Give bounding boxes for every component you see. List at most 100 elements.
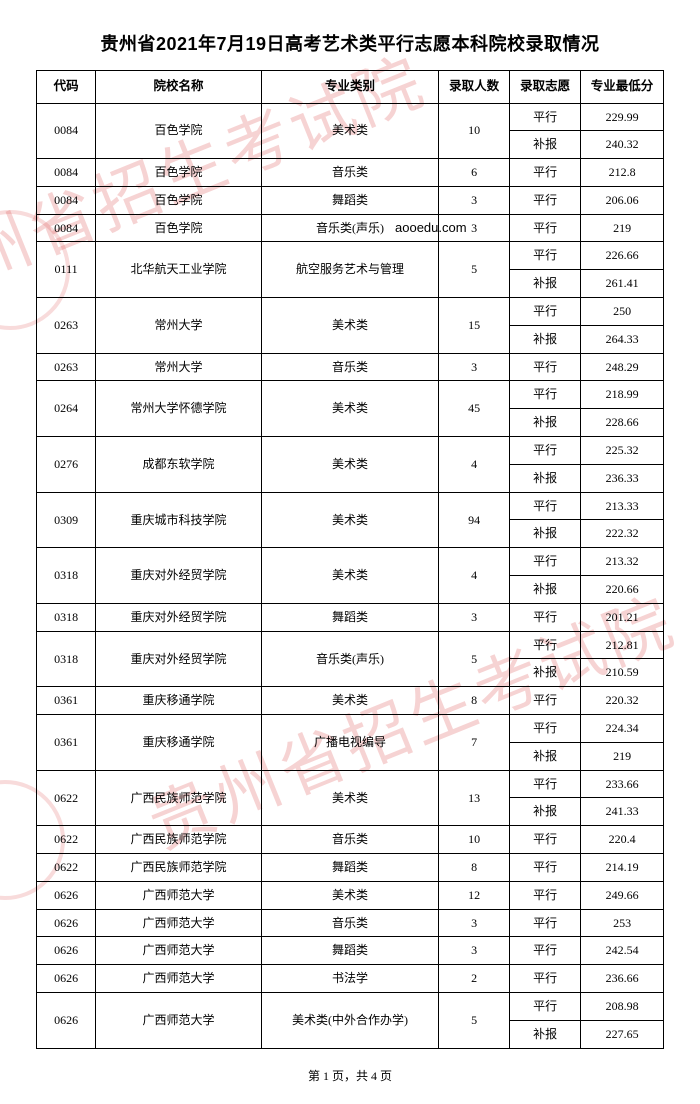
cell-score: 222.32 xyxy=(581,520,664,548)
cell-score: 240.32 xyxy=(581,131,664,159)
cell-school: 常州大学 xyxy=(96,353,262,381)
cell-school: 百色学院 xyxy=(96,186,262,214)
cell-major: 音乐类 xyxy=(261,909,438,937)
cell-major: 美术类(中外合作办学) xyxy=(261,993,438,1049)
cell-wish: 平行 xyxy=(510,937,581,965)
cell-major: 美术类 xyxy=(261,492,438,548)
cell-major: 美术类 xyxy=(261,687,438,715)
cell-code: 0276 xyxy=(37,437,96,493)
cell-score: 224.34 xyxy=(581,715,664,743)
cell-score: 229.99 xyxy=(581,103,664,131)
cell-school: 百色学院 xyxy=(96,214,262,242)
cell-count: 2 xyxy=(439,965,510,993)
cell-score: 214.19 xyxy=(581,854,664,882)
cell-wish: 平行 xyxy=(510,993,581,1021)
cell-wish: 平行 xyxy=(510,548,581,576)
table-body: 0084百色学院美术类10平行229.99补报240.320084百色学院音乐类… xyxy=(37,103,664,1048)
cell-count: 3 xyxy=(439,353,510,381)
cell-code: 0318 xyxy=(37,548,96,604)
cell-wish: 平行 xyxy=(510,881,581,909)
table-row: 0626广西师范大学音乐类3平行253 xyxy=(37,909,664,937)
cell-wish: 平行 xyxy=(510,770,581,798)
cell-wish: 平行 xyxy=(510,159,581,187)
table-row: 0263常州大学美术类15平行250 xyxy=(37,298,664,326)
cell-wish: 平行 xyxy=(510,631,581,659)
page-title: 贵州省2021年7月19日高考艺术类平行志愿本科院校录取情况 xyxy=(36,30,664,56)
cell-score: 210.59 xyxy=(581,659,664,687)
cell-major: 美术类 xyxy=(261,770,438,826)
cell-count: 13 xyxy=(439,770,510,826)
cell-count: 3 xyxy=(439,937,510,965)
cell-score: 218.99 xyxy=(581,381,664,409)
cell-major: 音乐类 xyxy=(261,826,438,854)
table-row: 0626广西师范大学美术类12平行249.66 xyxy=(37,881,664,909)
table-row: 0622广西民族师范学院美术类13平行233.66 xyxy=(37,770,664,798)
cell-wish: 平行 xyxy=(510,242,581,270)
cell-wish: 平行 xyxy=(510,492,581,520)
cell-wish: 平行 xyxy=(510,603,581,631)
cell-wish: 补报 xyxy=(510,742,581,770)
cell-score: 241.33 xyxy=(581,798,664,826)
cell-count: 5 xyxy=(439,631,510,687)
cell-school: 百色学院 xyxy=(96,159,262,187)
cell-score: 212.81 xyxy=(581,631,664,659)
cell-count: 10 xyxy=(439,826,510,854)
cell-school: 常州大学 xyxy=(96,298,262,354)
cell-score: 228.66 xyxy=(581,409,664,437)
cell-school: 广西民族师范学院 xyxy=(96,826,262,854)
table-row: 0084百色学院音乐类(声乐)3平行219 xyxy=(37,214,664,242)
cell-score: 212.8 xyxy=(581,159,664,187)
cell-wish: 平行 xyxy=(510,298,581,326)
cell-count: 4 xyxy=(439,437,510,493)
cell-code: 0084 xyxy=(37,214,96,242)
cell-major: 音乐类 xyxy=(261,159,438,187)
table-row: 0361重庆移通学院美术类8平行220.32 xyxy=(37,687,664,715)
cell-score: 220.32 xyxy=(581,687,664,715)
cell-code: 0263 xyxy=(37,298,96,354)
cell-score: 248.29 xyxy=(581,353,664,381)
cell-score: 236.33 xyxy=(581,464,664,492)
col-header-count: 录取人数 xyxy=(439,71,510,104)
cell-count: 12 xyxy=(439,881,510,909)
cell-school: 北华航天工业学院 xyxy=(96,242,262,298)
cell-major: 美术类 xyxy=(261,437,438,493)
table-row: 0622广西民族师范学院舞蹈类8平行214.19 xyxy=(37,854,664,882)
cell-major: 航空服务艺术与管理 xyxy=(261,242,438,298)
cell-school: 广西民族师范学院 xyxy=(96,770,262,826)
cell-major: 舞蹈类 xyxy=(261,186,438,214)
table-row: 0318重庆对外经贸学院音乐类(声乐)5平行212.81 xyxy=(37,631,664,659)
cell-wish: 补报 xyxy=(510,520,581,548)
cell-wish: 补报 xyxy=(510,659,581,687)
cell-code: 0264 xyxy=(37,381,96,437)
cell-major: 美术类 xyxy=(261,881,438,909)
cell-count: 3 xyxy=(439,603,510,631)
cell-major: 音乐类 xyxy=(261,353,438,381)
cell-wish: 补报 xyxy=(510,576,581,604)
cell-score: 233.66 xyxy=(581,770,664,798)
cell-code: 0626 xyxy=(37,881,96,909)
table-row: 0626广西师范大学舞蹈类3平行242.54 xyxy=(37,937,664,965)
cell-score: 242.54 xyxy=(581,937,664,965)
table-row: 0084百色学院音乐类6平行212.8 xyxy=(37,159,664,187)
cell-major: 音乐类(声乐) xyxy=(261,631,438,687)
cell-wish: 平行 xyxy=(510,437,581,465)
cell-count: 8 xyxy=(439,854,510,882)
cell-school: 重庆城市科技学院 xyxy=(96,492,262,548)
cell-score: 261.41 xyxy=(581,270,664,298)
cell-wish: 平行 xyxy=(510,214,581,242)
cell-score: 208.98 xyxy=(581,993,664,1021)
col-header-code: 代码 xyxy=(37,71,96,104)
cell-major: 书法学 xyxy=(261,965,438,993)
cell-wish: 平行 xyxy=(510,909,581,937)
cell-code: 0084 xyxy=(37,103,96,159)
cell-code: 0318 xyxy=(37,631,96,687)
admission-table: 代码 院校名称 专业类别 录取人数 录取志愿 专业最低分 0084百色学院美术类… xyxy=(36,70,664,1049)
cell-count: 8 xyxy=(439,687,510,715)
cell-count: 5 xyxy=(439,242,510,298)
cell-score: 219 xyxy=(581,742,664,770)
cell-school: 重庆对外经贸学院 xyxy=(96,548,262,604)
cell-code: 0626 xyxy=(37,937,96,965)
table-row: 0084百色学院美术类10平行229.99 xyxy=(37,103,664,131)
cell-code: 0626 xyxy=(37,993,96,1049)
cell-major: 广播电视编导 xyxy=(261,715,438,771)
